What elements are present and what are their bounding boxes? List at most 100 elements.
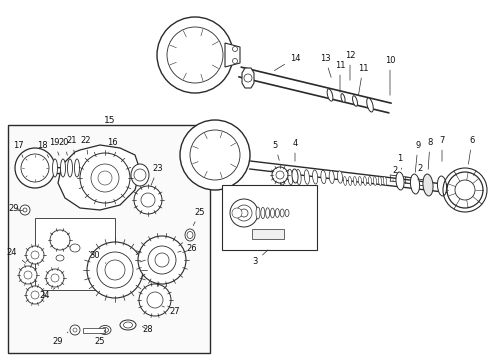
Circle shape — [105, 260, 125, 280]
Circle shape — [26, 286, 44, 304]
Text: 2: 2 — [417, 163, 422, 180]
Circle shape — [134, 169, 146, 181]
Ellipse shape — [270, 208, 274, 218]
Circle shape — [141, 193, 155, 207]
Circle shape — [272, 167, 288, 183]
Ellipse shape — [367, 98, 373, 112]
Circle shape — [232, 208, 242, 218]
Ellipse shape — [327, 89, 333, 101]
Polygon shape — [225, 43, 240, 67]
Circle shape — [139, 284, 171, 316]
Ellipse shape — [348, 176, 351, 185]
Circle shape — [97, 252, 133, 288]
Circle shape — [31, 251, 39, 259]
Ellipse shape — [378, 176, 382, 185]
Circle shape — [15, 148, 55, 188]
Text: 10: 10 — [385, 55, 395, 95]
Circle shape — [19, 266, 37, 284]
Circle shape — [180, 120, 250, 190]
Ellipse shape — [131, 164, 149, 186]
Text: 9: 9 — [416, 140, 420, 172]
Text: 18: 18 — [37, 140, 49, 158]
Circle shape — [167, 27, 223, 83]
Text: 27: 27 — [162, 306, 180, 316]
Ellipse shape — [368, 176, 371, 185]
Circle shape — [455, 180, 475, 200]
Text: 26: 26 — [178, 243, 197, 252]
Circle shape — [24, 271, 32, 279]
Ellipse shape — [359, 176, 362, 185]
Circle shape — [230, 199, 258, 227]
Text: 29: 29 — [53, 332, 68, 346]
Circle shape — [70, 325, 80, 335]
Ellipse shape — [56, 255, 64, 261]
Ellipse shape — [120, 320, 136, 330]
Circle shape — [148, 246, 176, 274]
Ellipse shape — [285, 210, 289, 217]
Ellipse shape — [266, 208, 270, 218]
Polygon shape — [242, 68, 254, 88]
Bar — [35, 218, 115, 290]
Text: 6: 6 — [468, 135, 475, 164]
Ellipse shape — [338, 171, 343, 183]
Ellipse shape — [423, 174, 433, 196]
Ellipse shape — [68, 159, 73, 177]
Text: 15: 15 — [104, 116, 116, 125]
Ellipse shape — [185, 229, 195, 241]
Ellipse shape — [279, 169, 285, 185]
Text: 24: 24 — [7, 248, 26, 263]
Circle shape — [232, 59, 238, 63]
Text: 3: 3 — [252, 250, 268, 266]
Ellipse shape — [341, 94, 345, 102]
Circle shape — [51, 274, 59, 282]
Ellipse shape — [101, 328, 108, 333]
Ellipse shape — [288, 169, 293, 185]
Ellipse shape — [52, 159, 57, 177]
Text: 12: 12 — [345, 50, 355, 80]
Ellipse shape — [70, 244, 80, 252]
Text: 21: 21 — [67, 135, 77, 154]
Circle shape — [157, 17, 233, 93]
Circle shape — [232, 46, 238, 51]
Text: 25: 25 — [95, 330, 105, 346]
Ellipse shape — [364, 176, 367, 185]
Text: 25: 25 — [193, 207, 205, 225]
Ellipse shape — [256, 207, 260, 219]
Circle shape — [46, 269, 64, 287]
Text: 17: 17 — [13, 140, 24, 157]
Text: 14: 14 — [274, 54, 300, 71]
Circle shape — [190, 130, 240, 180]
Circle shape — [20, 205, 30, 215]
Circle shape — [134, 186, 162, 214]
Circle shape — [31, 291, 39, 299]
Ellipse shape — [321, 170, 326, 184]
Ellipse shape — [280, 209, 284, 217]
Ellipse shape — [292, 169, 298, 183]
Circle shape — [80, 153, 130, 203]
Text: 2: 2 — [392, 166, 397, 181]
Circle shape — [21, 154, 49, 182]
Circle shape — [138, 236, 186, 284]
Ellipse shape — [438, 176, 446, 196]
Text: 13: 13 — [319, 54, 331, 77]
Text: 5: 5 — [272, 140, 279, 160]
Circle shape — [23, 208, 27, 212]
Text: 11: 11 — [358, 63, 368, 95]
Polygon shape — [58, 145, 140, 210]
Ellipse shape — [396, 172, 404, 190]
Circle shape — [155, 253, 169, 267]
Text: 7: 7 — [440, 135, 445, 161]
Circle shape — [240, 209, 248, 217]
Circle shape — [91, 164, 119, 192]
Bar — [8, 125, 210, 353]
Bar — [252, 229, 284, 239]
Ellipse shape — [384, 176, 387, 185]
Text: 19: 19 — [49, 138, 59, 156]
Circle shape — [73, 328, 77, 332]
Circle shape — [98, 171, 112, 185]
Ellipse shape — [99, 325, 111, 334]
Text: 11: 11 — [335, 60, 345, 92]
Ellipse shape — [123, 322, 132, 328]
Ellipse shape — [313, 170, 318, 184]
Circle shape — [50, 230, 70, 250]
